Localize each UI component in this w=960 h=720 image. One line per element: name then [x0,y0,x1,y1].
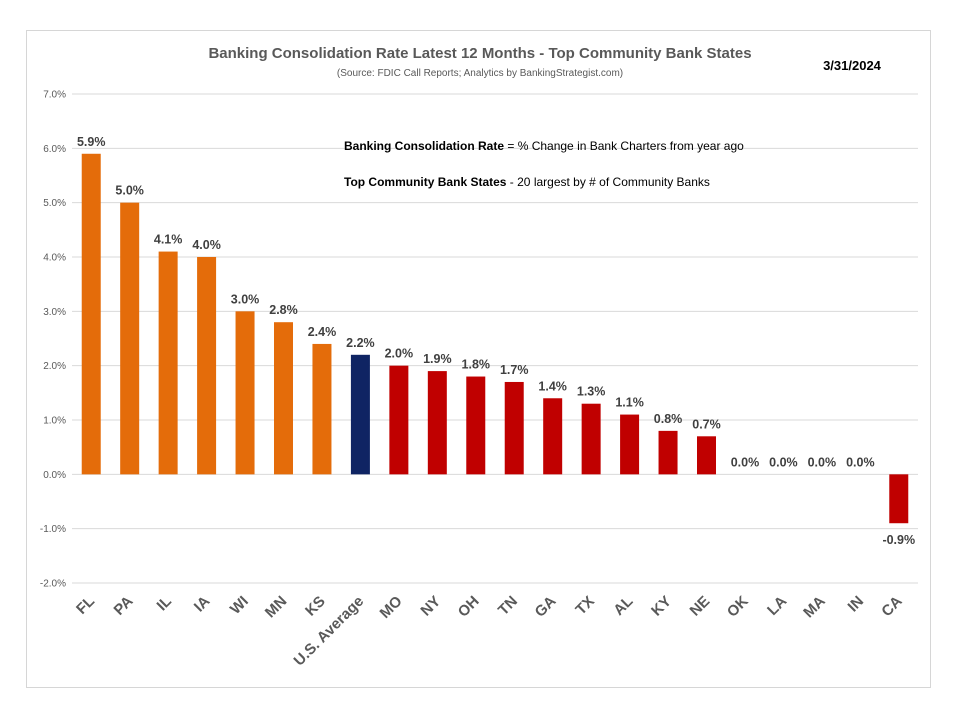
x-tick-label: PA [111,593,137,619]
data-label: 3.0% [231,292,260,306]
bar-tx [581,403,601,475]
note-top-states-definition: - 20 largest by # of Community Banks [506,175,709,189]
data-label: 1.4% [538,379,567,393]
chart-frame [26,30,931,688]
x-tick-label: TN [495,593,521,619]
data-label: 0.0% [769,455,798,469]
bar-mo [389,365,409,475]
y-axis: -2.0% -1.0% 0.0% 1.0% 2.0% 3.0% 4.0% 5.0% 6.0% 7.… [40,90,66,590]
x-tick-label: CA [878,593,905,620]
x-tick-label: GA [532,593,560,621]
bar-tn [504,381,524,475]
x-tick-label: NY [417,593,444,620]
data-label: 2.0% [385,347,414,361]
data-label: 0.7% [692,417,721,431]
data-label: 5.9% [77,135,106,149]
x-tick-label: IL [154,593,175,614]
bar-ny [427,371,447,475]
x-tick-label: OK [724,593,752,621]
x-tick-label: TX [572,593,598,619]
note-consolidation-rate: Banking Consolidation Rate = % Change in… [344,139,744,153]
x-tick-label: MA [800,593,829,622]
bar-ia [197,257,217,475]
data-label: -0.9% [882,533,915,547]
y-tick-label: 0.0% [43,470,66,481]
x-tick-label: U.S. Average [291,593,368,670]
data-labels: 5.9% 5.0% 4.1% 4.0% 3.0% 2.8% 2.4% 2.2% 2.0% 1.9%… [77,135,915,547]
y-tick-label: 3.0% [43,307,66,318]
y-tick-label: 7.0% [43,90,66,101]
x-tick-label: IN [845,593,868,616]
bar-fl [81,153,101,475]
bar-il [158,251,178,475]
y-tick-label: 5.0% [43,198,66,209]
data-label: 1.3% [577,385,606,399]
data-label: 1.1% [615,396,644,410]
note-top-states: Top Community Bank States - 20 largest b… [344,175,710,189]
data-label: 0.0% [731,455,760,469]
bar-wi [235,311,255,475]
y-tick-label: 2.0% [43,361,66,372]
x-tick-label: FL [73,593,98,618]
x-tick-label: KY [648,593,675,620]
y-tick-label: 1.0% [43,416,66,427]
x-tick-label: MO [377,593,406,622]
data-label: 2.8% [269,303,298,317]
data-label: 0.8% [654,412,683,426]
bar-ga [543,398,563,475]
data-label: 5.0% [115,184,144,198]
data-label: 1.7% [500,363,529,377]
bar-oh [466,376,486,475]
data-label: 4.1% [154,233,183,247]
x-tick-label: LA [764,593,790,619]
bar-mn [274,322,293,475]
note-consolidation-rate-term: Banking Consolidation Rate [344,139,504,153]
data-label: 2.4% [308,325,337,339]
y-tick-label: -2.0% [40,579,66,590]
data-label: 2.2% [346,336,375,350]
note-consolidation-rate-definition: = % Change in Bank Charters from year ag… [504,139,744,153]
x-tick-label: NE [687,593,714,620]
y-tick-label: 4.0% [43,253,66,264]
data-label: 4.0% [192,238,221,252]
x-tick-label: IA [191,593,214,616]
bar-u-s-average [350,354,370,475]
bars [81,153,909,524]
bar-ky [658,430,678,475]
x-tick-label: WI [227,593,252,618]
x-tick-label: MN [262,593,291,622]
y-tick-label: 6.0% [43,144,66,155]
x-tick-label: AL [610,593,636,619]
x-tick-label: OH [455,593,483,621]
bar-ca [889,474,909,524]
chart-title: Banking Consolidation Rate Latest 12 Mon… [208,45,751,62]
chart-date: 3/31/2024 [823,58,882,73]
bar-ks [312,343,332,475]
bar-pa [120,202,140,475]
y-tick-label: -1.0% [40,524,66,535]
chart-subtitle: (Source: FDIC Call Reports; Analytics by… [337,68,623,79]
data-label: 1.8% [462,358,491,372]
data-label: 1.9% [423,352,452,366]
data-label: 0.0% [808,455,837,469]
bar-ne [697,436,716,475]
x-tick-label: KS [302,593,329,620]
note-top-states-term: Top Community Bank States [344,175,507,189]
x-axis: FL PA IL IA WI MN KSU.S. Average MO NY OH TN GA TX AL… [73,593,906,670]
bar-al [620,414,640,475]
data-label: 0.0% [846,455,875,469]
